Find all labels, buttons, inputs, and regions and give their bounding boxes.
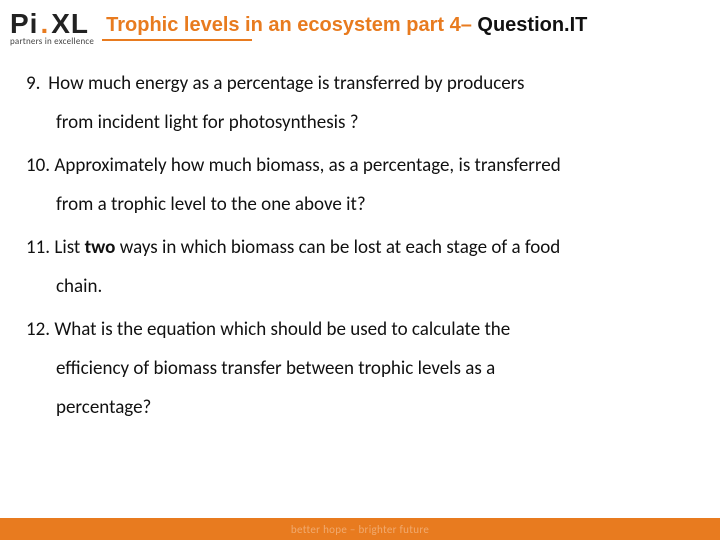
question-10: 10. Approximately how much biomass, as a… [26, 147, 694, 225]
content: 9. How much energy as a percentage is tr… [0, 47, 720, 427]
question-number: 11. [26, 229, 50, 268]
text-run: List [54, 236, 84, 259]
title-black: Question.IT [477, 14, 587, 36]
question-line: efficiency of biomass transfer between t… [26, 350, 694, 389]
question-9: 9. How much energy as a percentage is tr… [26, 65, 694, 143]
question-line: chain. [26, 268, 694, 307]
brand-tagline: partners in excellence [10, 36, 94, 47]
question-line: Approximately how much biomass, as a per… [54, 154, 560, 177]
question-line: List two ways in which biomass can be lo… [54, 236, 560, 259]
question-11: 11. List two ways in which biomass can b… [26, 229, 694, 307]
question-line: from a trophic level to the one above it… [26, 186, 694, 225]
question-line: from incident light for photosynthesis ? [26, 104, 694, 143]
title-wrap: Trophic levels in an ecosystem part 4– Q… [106, 8, 710, 41]
footer-text: better hope – brighter future [291, 523, 429, 536]
question-line: percentage? [26, 389, 694, 428]
title-orange: Trophic levels in an ecosystem part 4– [106, 14, 477, 36]
title-underline [102, 39, 252, 41]
question-line: What is the equation which should be use… [54, 318, 510, 341]
page-title: Trophic levels in an ecosystem part 4– Q… [106, 14, 710, 37]
question-number: 10. [26, 147, 50, 186]
text-run-bold: two [85, 236, 116, 259]
text-run: ways in which biomass can be lost at eac… [115, 236, 560, 259]
brand-logo: Pi.XL partners in excellence [10, 8, 94, 47]
question-number: 9. [26, 65, 44, 104]
header: Pi.XL partners in excellence Trophic lev… [0, 0, 720, 47]
footer-bar: better hope – brighter future [0, 518, 720, 540]
question-number: 12. [26, 311, 50, 350]
question-12: 12. What is the equation which should be… [26, 311, 694, 428]
question-line: How much energy as a percentage is trans… [48, 72, 524, 95]
